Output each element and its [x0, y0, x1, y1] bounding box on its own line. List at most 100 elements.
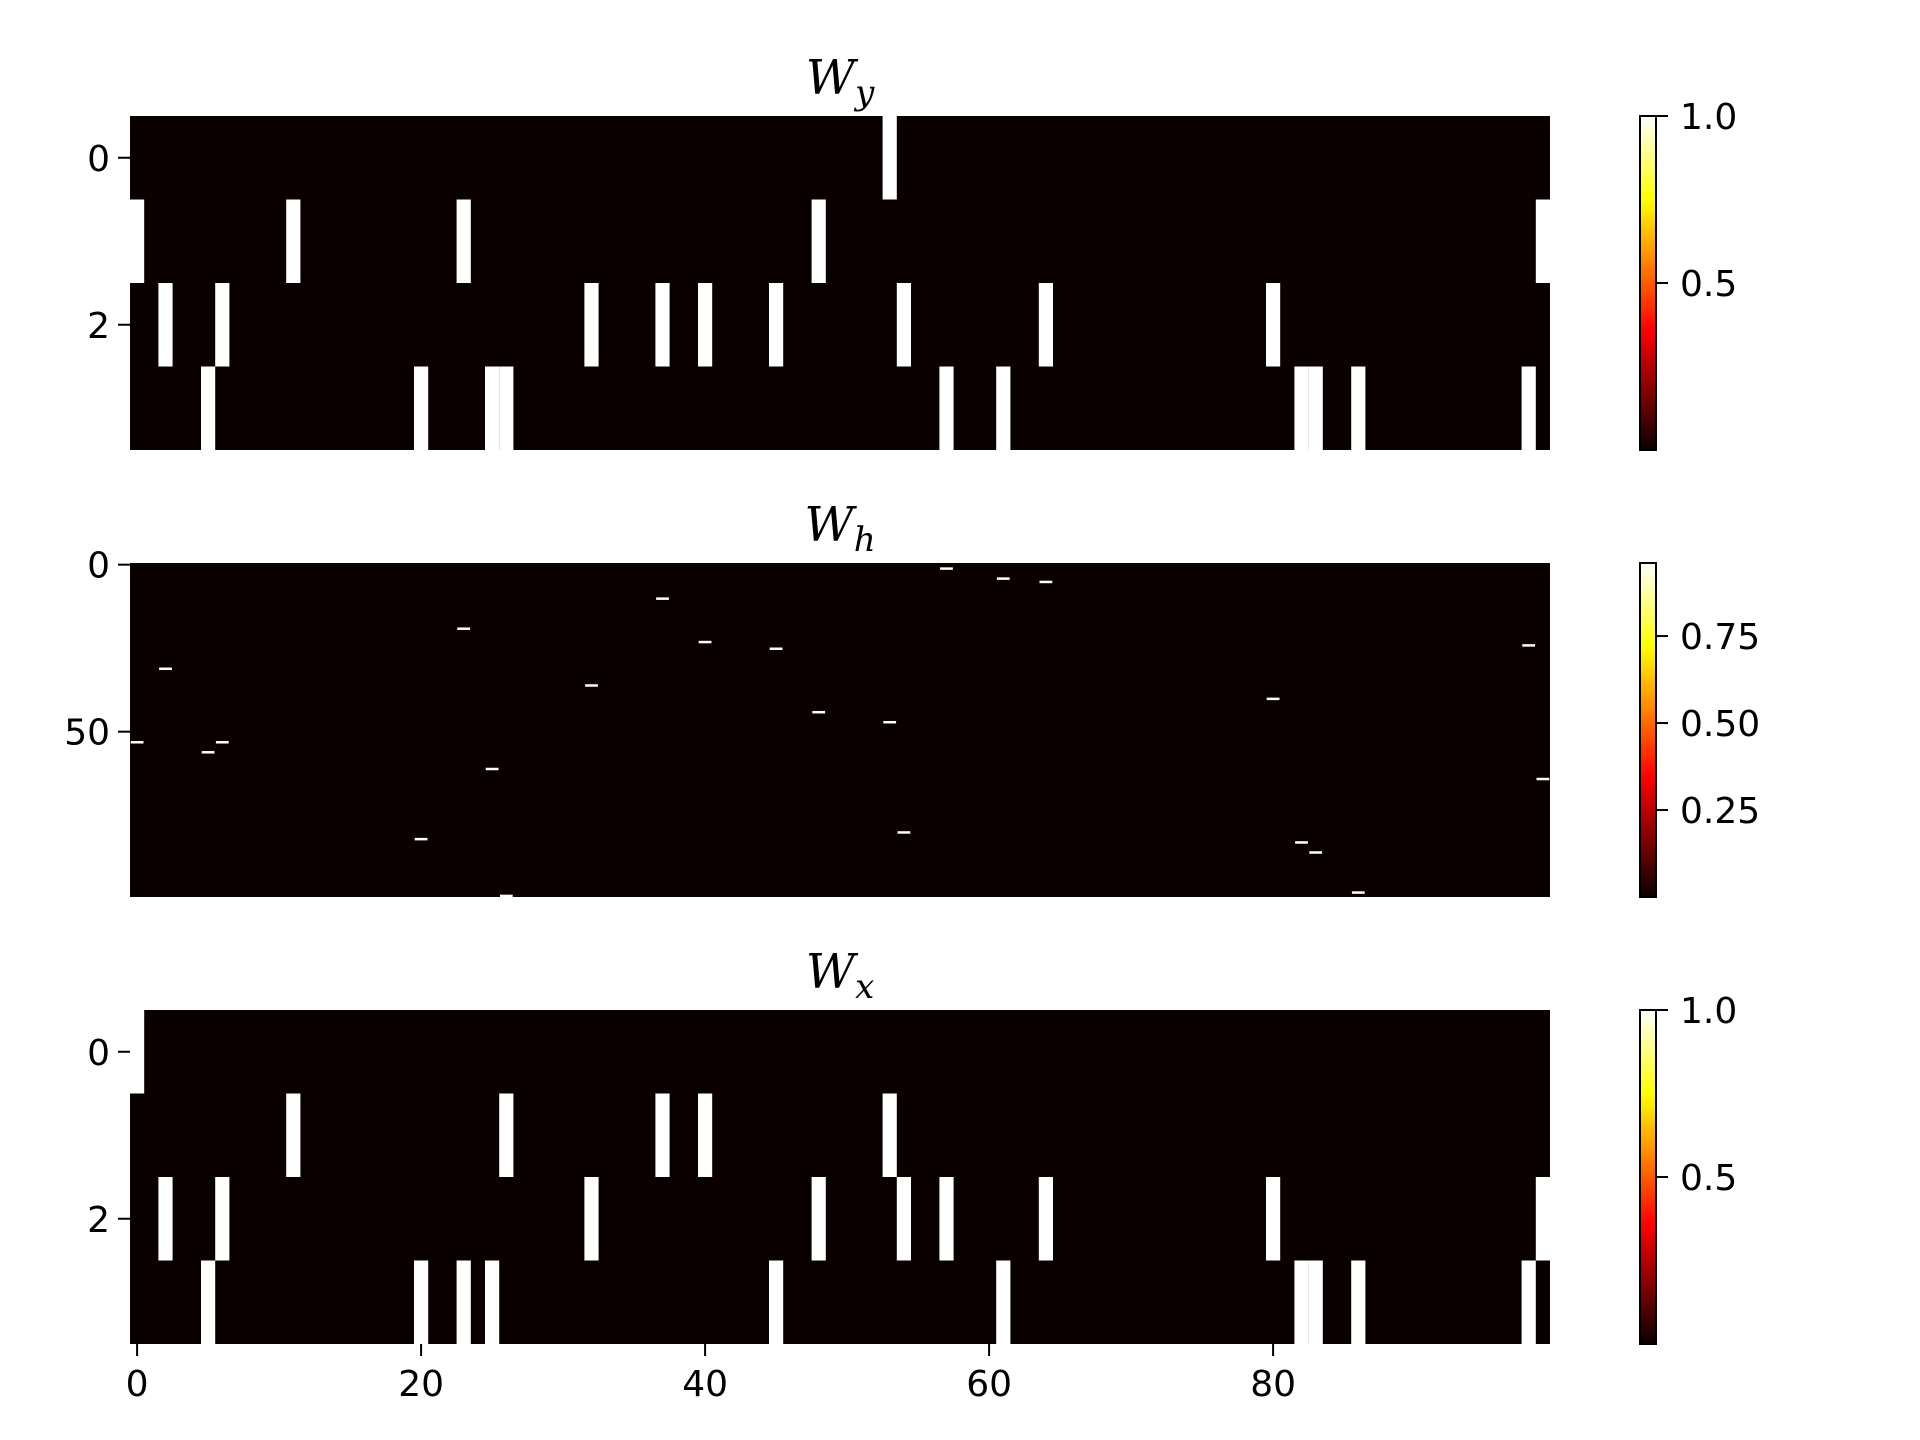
- heatmap-cell: [939, 366, 954, 450]
- heatmap-cell: [158, 1177, 173, 1261]
- heatmap-cell: [996, 1260, 1011, 1344]
- colorbar: [1639, 1009, 1657, 1345]
- panel-title: Wy: [806, 50, 875, 113]
- heatmap-cell: [584, 1177, 599, 1261]
- colorbar: [1639, 562, 1657, 898]
- heatmap-cell: [215, 283, 230, 367]
- y-tick-label: 2: [87, 1200, 110, 1241]
- colorbar-tick-label: 1.0: [1680, 991, 1737, 1032]
- y-tick-label: 0: [87, 546, 110, 587]
- heatmap-cell: [1308, 1260, 1323, 1344]
- heatmap-cell: [1294, 366, 1309, 450]
- heatmap-cell: [996, 577, 1010, 580]
- wh-panel: Wh 0 50 0.25 0.50 0.75: [64, 497, 1760, 898]
- colorbar: [1639, 115, 1657, 451]
- heatmap-cell: [1522, 644, 1536, 647]
- heatmap-cell: [456, 1260, 471, 1344]
- x-tick-label: 0: [126, 1364, 149, 1405]
- heatmap-cell: [655, 1093, 670, 1177]
- heatmap-cell: [769, 1260, 784, 1344]
- heatmap-cell: [215, 1177, 230, 1261]
- heatmap-background: [130, 563, 1550, 897]
- heatmap-cell: [1351, 891, 1365, 894]
- heatmap-cell: [656, 597, 669, 600]
- y-tick-label: 2: [87, 306, 110, 347]
- heatmap-cell: [159, 667, 172, 671]
- y-tick-label: 0: [87, 139, 110, 180]
- y-tick-label: 0: [87, 1033, 110, 1074]
- heatmap-cell: [1266, 283, 1281, 367]
- heatmap-cell: [698, 640, 712, 644]
- heatmap-cell: [1038, 1177, 1053, 1261]
- heatmap-cell: [414, 1260, 429, 1344]
- panel-title: Wh: [804, 497, 875, 560]
- heatmap-cell: [1266, 697, 1280, 701]
- heatmap-cell: [456, 199, 471, 283]
- y-tick-label: 50: [64, 713, 110, 754]
- heatmap-cell: [585, 684, 598, 687]
- heatmap-cell: [201, 366, 216, 450]
- heatmap-cell: [485, 366, 500, 450]
- heatmap-cell: [698, 1093, 713, 1177]
- heatmap-cell: [1294, 1260, 1309, 1344]
- heatmap-cell: [499, 1093, 514, 1177]
- heatmap-cell: [655, 283, 670, 367]
- x-tick-label: 60: [966, 1364, 1012, 1405]
- heatmap-cell: [883, 720, 897, 724]
- colorbar-tick-label: 1.0: [1680, 97, 1737, 138]
- heatmap-cell: [286, 199, 301, 283]
- heatmap-cell: [1536, 777, 1550, 781]
- colorbar-tick-label: 0.50: [1680, 704, 1760, 745]
- heatmap-cell: [499, 366, 514, 450]
- heatmap-cell: [286, 1093, 301, 1177]
- heatmap-cell: [996, 366, 1011, 450]
- x-tick-label: 80: [1250, 1364, 1296, 1405]
- heatmap-cell: [1535, 1177, 1550, 1261]
- heatmap-cell: [1309, 851, 1323, 854]
- heatmap-cell: [414, 366, 429, 450]
- panel-title-sub: y: [853, 73, 875, 113]
- heatmap-cell: [215, 741, 229, 744]
- heatmap-background: [130, 116, 1550, 450]
- heatmap-cell: [499, 894, 513, 898]
- colorbar-tick-label: 0.5: [1680, 264, 1737, 305]
- heatmap-cell: [811, 199, 826, 283]
- colorbar-tick-label: 0.25: [1680, 791, 1760, 832]
- wy-panel: Wy 0 2 0.5 1.0: [87, 50, 1737, 451]
- heatmap-cell: [882, 116, 897, 200]
- heatmap-cell: [1039, 580, 1053, 584]
- heatmap-cell: [584, 283, 599, 367]
- heatmap-cell: [698, 283, 713, 367]
- heatmap-cell: [414, 837, 428, 841]
- heatmap-cell: [1308, 366, 1323, 450]
- x-tick-label: 40: [682, 1364, 728, 1405]
- heatmap-cell: [882, 1093, 897, 1177]
- heatmap-cell: [457, 627, 471, 630]
- heatmap-cell: [896, 283, 911, 367]
- heatmap-cell: [485, 767, 499, 771]
- heatmap-cell: [897, 831, 911, 834]
- panel-title-main: W: [806, 50, 859, 106]
- heatmap-cell: [940, 567, 953, 570]
- panel-title: Wx: [806, 944, 875, 1007]
- heatmap-background: [130, 1010, 1550, 1344]
- heatmap-cell: [812, 710, 826, 714]
- heatmap-cell: [811, 1177, 826, 1261]
- heatmap-cell: [896, 1177, 911, 1261]
- heatmap-cell: [1351, 366, 1366, 450]
- heatmap-cell: [1521, 366, 1536, 450]
- heatmap-cell: [1295, 841, 1308, 844]
- colorbar-tick-label: 0.5: [1680, 1158, 1737, 1199]
- panel-title-main: W: [804, 497, 857, 553]
- heatmap-cell: [158, 283, 173, 367]
- heatmap-cell: [130, 1010, 145, 1094]
- heatmap-cell: [1266, 1177, 1281, 1261]
- panel-title-sub: x: [855, 967, 874, 1007]
- heatmap-cell: [130, 741, 144, 744]
- heatmap-cell: [1351, 1260, 1366, 1344]
- colorbar-tick-label: 0.75: [1680, 617, 1760, 658]
- heatmap-cell: [130, 199, 145, 283]
- heatmap-cell: [769, 283, 784, 367]
